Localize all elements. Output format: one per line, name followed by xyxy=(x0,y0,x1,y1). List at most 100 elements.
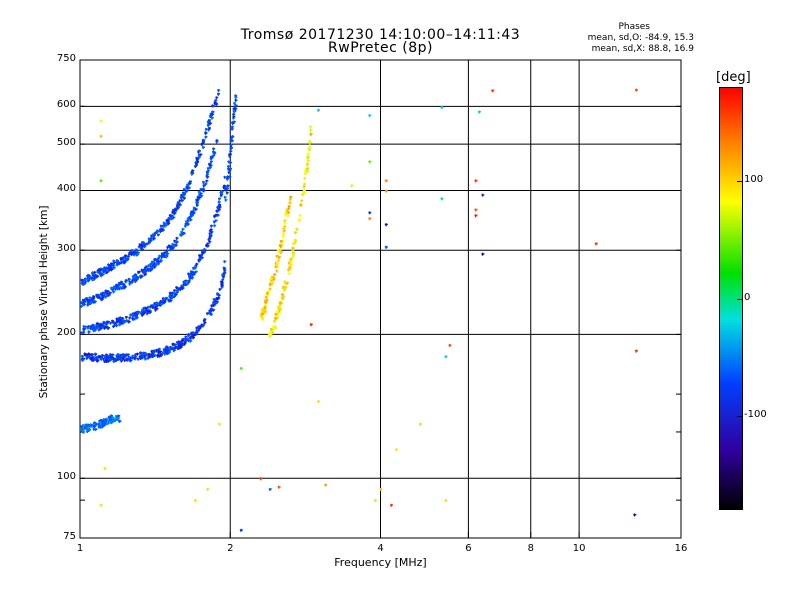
colorbar-tick-mark xyxy=(737,181,743,182)
data-point xyxy=(151,350,153,354)
data-point xyxy=(142,243,144,247)
data-point xyxy=(112,290,115,294)
data-point xyxy=(128,358,130,362)
data-point xyxy=(226,187,229,191)
data-point xyxy=(278,250,280,254)
data-point xyxy=(209,122,211,126)
data-point xyxy=(89,357,91,361)
data-point xyxy=(233,109,235,113)
data-point xyxy=(84,353,87,357)
data-point xyxy=(274,326,276,330)
data-point xyxy=(181,199,183,203)
data-point xyxy=(224,198,227,202)
data-point xyxy=(98,295,100,299)
data-point xyxy=(134,317,136,321)
data-point xyxy=(101,419,103,423)
data-point xyxy=(215,209,218,213)
data-point xyxy=(221,273,224,277)
data-point xyxy=(173,289,176,293)
data-point xyxy=(137,357,139,361)
data-point xyxy=(87,330,90,334)
data-point xyxy=(226,191,228,195)
colorbar-tick-label: -100 xyxy=(744,409,767,420)
data-point xyxy=(281,296,283,300)
colorbar-tick-mark xyxy=(737,416,743,417)
data-point xyxy=(131,248,133,252)
data-point xyxy=(218,200,220,204)
data-point xyxy=(111,421,113,425)
data-point xyxy=(140,357,142,361)
data-point xyxy=(109,356,111,360)
data-point xyxy=(195,162,197,166)
data-point xyxy=(164,223,166,227)
x-tick-label: 10 xyxy=(572,543,586,554)
data-point xyxy=(264,311,266,315)
data-point xyxy=(211,104,214,108)
data-point xyxy=(272,278,275,282)
y-tick-label: 600 xyxy=(56,99,76,111)
data-point xyxy=(165,255,168,259)
data-point xyxy=(207,244,209,248)
data-point xyxy=(180,193,183,197)
data-point xyxy=(192,334,195,338)
data-point xyxy=(87,326,89,330)
data-point xyxy=(176,289,178,293)
data-point xyxy=(204,321,206,325)
data-point xyxy=(221,285,223,289)
data-point xyxy=(223,185,225,189)
data-point xyxy=(118,419,121,423)
data-point xyxy=(195,207,197,211)
data-point xyxy=(83,426,86,430)
data-point xyxy=(228,154,231,158)
data-point xyxy=(206,312,208,316)
data-point xyxy=(275,254,278,258)
data-point xyxy=(160,303,162,307)
data-point xyxy=(216,206,219,210)
data-point xyxy=(231,125,233,129)
data-point xyxy=(100,503,102,507)
data-point xyxy=(110,418,112,422)
data-point xyxy=(223,175,226,179)
data-point xyxy=(286,281,288,285)
data-point xyxy=(180,345,182,349)
axis-ticks xyxy=(79,59,682,539)
data-point xyxy=(307,156,309,160)
data-point xyxy=(292,251,295,255)
data-point xyxy=(204,135,207,139)
data-point xyxy=(109,358,111,362)
data-point xyxy=(219,287,221,291)
data-point xyxy=(199,256,201,260)
data-point xyxy=(445,355,447,359)
data-point xyxy=(186,337,188,341)
data-point xyxy=(275,261,277,265)
data-point xyxy=(269,487,271,491)
data-point xyxy=(100,119,102,123)
data-point xyxy=(180,284,183,288)
data-point xyxy=(155,307,158,311)
data-point xyxy=(92,274,95,278)
data-point xyxy=(106,357,108,361)
data-point xyxy=(104,420,107,424)
data-point xyxy=(195,332,197,336)
data-point xyxy=(128,282,131,286)
data-point xyxy=(174,293,176,297)
data-point xyxy=(226,177,228,181)
data-point xyxy=(207,169,209,173)
chart-title: Tromsø 20171230 14:10:00–14:11:43 xyxy=(240,27,521,43)
data-point xyxy=(145,308,147,312)
data-point xyxy=(95,327,97,331)
data-point xyxy=(122,260,124,264)
data-point xyxy=(173,211,175,215)
data-point xyxy=(160,227,162,231)
data-point xyxy=(385,189,387,193)
data-point xyxy=(183,283,185,287)
data-point xyxy=(261,308,263,312)
data-point xyxy=(192,336,194,340)
data-point xyxy=(141,274,143,278)
data-point xyxy=(166,246,169,250)
data-point xyxy=(90,276,92,280)
data-point xyxy=(82,280,85,284)
data-point xyxy=(166,249,168,253)
data-point xyxy=(132,314,134,318)
